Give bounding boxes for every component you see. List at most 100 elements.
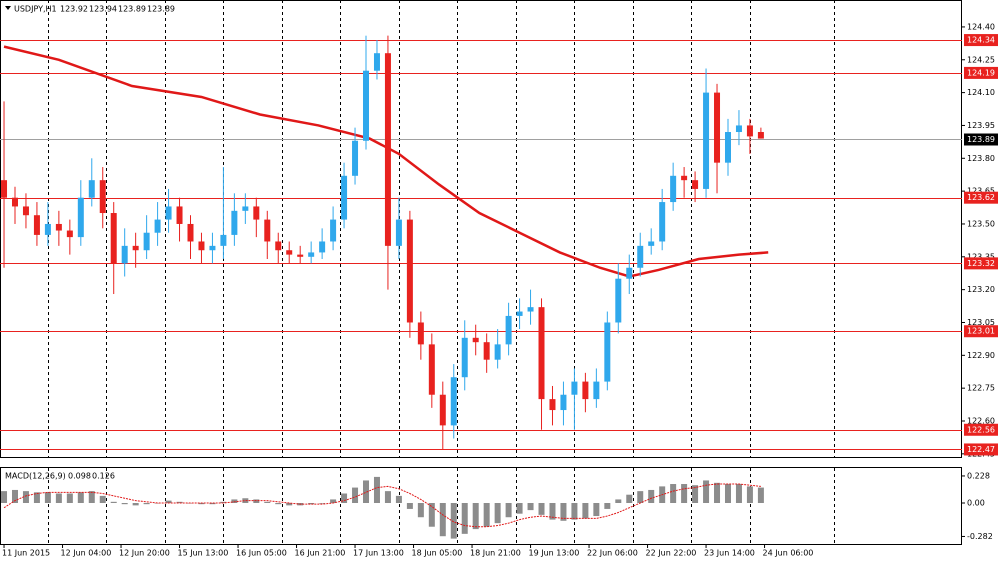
candle-body: [703, 92, 710, 189]
y-tick-label: 122.90: [967, 351, 995, 360]
candle-body: [648, 241, 655, 246]
macd-bar: [692, 485, 699, 503]
x-tick-label: 22 Jun 06:00: [587, 549, 638, 558]
macd-bar: [406, 503, 413, 509]
macd-bar: [143, 503, 150, 505]
macd-bar: [11, 489, 18, 503]
macd-bar: [110, 501, 117, 503]
candle-body: [527, 307, 534, 312]
candle-body: [264, 219, 271, 242]
macd-bar: [494, 503, 501, 524]
x-tick-label: 11 Jun 2015: [2, 549, 50, 558]
candle-body: [549, 399, 556, 411]
macd-bar: [746, 486, 753, 503]
macd-bar: [264, 501, 271, 503]
candle-body: [582, 381, 589, 400]
macd-bar: [593, 503, 600, 517]
x-tick-label: 24 Jun 06:00: [763, 549, 814, 558]
y-tick-label: 123.05: [967, 318, 995, 327]
candle-body: [373, 53, 380, 71]
candle-body: [505, 315, 512, 345]
macd-bar: [395, 495, 402, 503]
candle-body: [44, 223, 51, 235]
macd-bar: [384, 491, 391, 503]
candle-body: [319, 241, 326, 253]
macd-y-tick-label: 0.228: [967, 471, 990, 480]
candle-body: [66, 230, 73, 238]
level-label-box: [964, 34, 998, 47]
level-label: 123.62: [967, 193, 995, 202]
macd-bar: [450, 503, 457, 539]
header-value: 123.89: [147, 5, 175, 14]
macd-bar: [242, 498, 249, 503]
macd-bar: [604, 503, 611, 509]
macd-value: 0.098: [68, 472, 91, 481]
candle-body: [483, 342, 490, 360]
menu-arrow[interactable]: [5, 6, 11, 10]
candle-body: [516, 311, 523, 316]
macd-bar: [373, 476, 380, 503]
candle-body: [308, 252, 315, 257]
header-value: 123.89: [118, 5, 146, 14]
macd-bar: [44, 492, 51, 503]
candle-body: [99, 180, 106, 214]
candle-body: [11, 197, 18, 207]
macd-bar: [549, 503, 556, 520]
candle-body: [253, 206, 260, 220]
macd-bar: [637, 491, 644, 503]
moving-average: [3, 45, 769, 278]
candle-body: [242, 206, 249, 211]
candle-body: [55, 223, 62, 231]
x-tick-label: 12 Jun 04:00: [61, 549, 112, 558]
macd-bar: [341, 493, 348, 503]
macd-bar: [1, 491, 8, 503]
candle-body: [494, 344, 501, 360]
macd-bar: [275, 503, 282, 505]
macd-bar: [461, 503, 468, 534]
chart-title: USDJPY,H1: [14, 5, 57, 14]
candle-body: [198, 241, 205, 251]
last-price-box: [964, 133, 998, 146]
candle-body: [637, 245, 644, 268]
candle-body: [746, 125, 753, 137]
macd-title: MACD(12,26,9): [5, 472, 66, 481]
macd-bar: [352, 487, 359, 503]
level-label-box: [964, 257, 998, 270]
header-value: 123.92: [60, 5, 88, 14]
candle-body: [110, 213, 117, 264]
macd-bar: [286, 503, 293, 506]
macd-bar: [220, 501, 227, 503]
macd-bar: [77, 492, 84, 503]
candle-body: [220, 234, 227, 246]
candle-body: [692, 180, 699, 189]
macd-bar: [538, 503, 545, 515]
macd-signal: [3, 483, 761, 528]
x-tick-label: 18 Jun 21:00: [470, 549, 521, 558]
main-panel: [0, 0, 962, 458]
macd-bar: [724, 484, 731, 503]
candle-body: [439, 394, 446, 426]
x-tick-label: 16 Jun 05:00: [236, 549, 287, 558]
macd-bar: [681, 484, 688, 503]
macd-bar: [66, 493, 73, 503]
candle-body: [286, 250, 293, 255]
candle-body: [297, 254, 304, 257]
x-tick-label: 17 Jun 13:00: [353, 549, 404, 558]
y-tick-label: 124.25: [967, 55, 995, 64]
x-tick-label: 22 Jun 22:00: [646, 549, 697, 558]
macd-bar: [472, 503, 479, 530]
x-tick-label: 18 Jun 05:00: [412, 549, 463, 558]
macd-bar: [132, 503, 139, 506]
candle-body: [571, 381, 578, 395]
macd-bar: [198, 503, 205, 505]
macd-bar: [483, 503, 490, 527]
macd-bar: [560, 503, 567, 521]
candle-body: [121, 245, 128, 264]
macd-bar: [165, 500, 172, 503]
y-tick-label: 123.50: [967, 219, 995, 228]
macd-bar: [439, 503, 446, 537]
y-tick-label: 123.20: [967, 285, 995, 294]
candle-body: [165, 206, 172, 220]
macd-bar: [714, 482, 721, 503]
macd-bar: [33, 492, 40, 503]
